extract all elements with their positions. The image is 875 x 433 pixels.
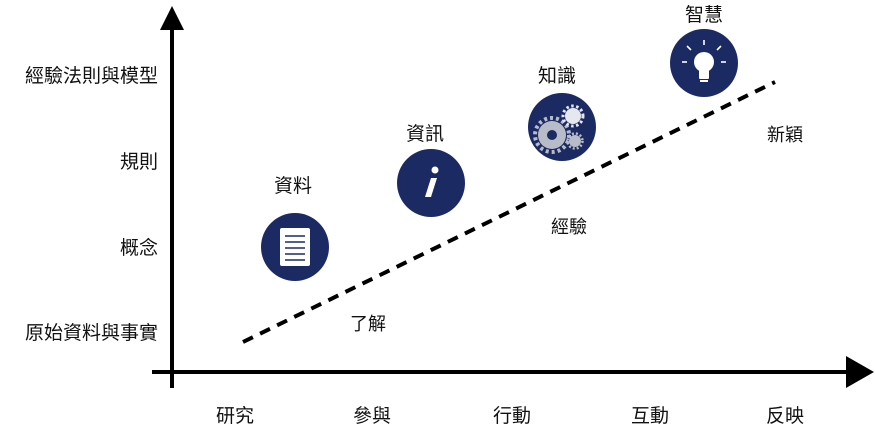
y-label-concepts: 概念	[120, 236, 158, 259]
stage-label-information: 資訊	[406, 123, 444, 145]
x-label-reflect: 反映	[766, 405, 804, 427]
trend-labels: 了解 經驗 新穎	[350, 125, 803, 335]
trend-label-novel: 新穎	[767, 125, 803, 146]
document-icon	[261, 213, 329, 281]
stage-knowledge: 知識	[528, 65, 596, 161]
stage-wisdom: 智慧	[670, 4, 738, 97]
x-label-participate: 參與	[353, 405, 391, 427]
x-label-research: 研究	[216, 405, 254, 427]
stage-label-knowledge: 知識	[538, 65, 576, 87]
axes	[152, 6, 874, 388]
info-icon	[397, 149, 465, 217]
trend-label-experience: 經驗	[551, 217, 587, 238]
y-label-heuristics-models: 經驗法則與模型	[25, 65, 158, 87]
x-axis-labels: 研究 參與 行動 互動 反映	[216, 405, 804, 427]
trend-dashed-line	[242, 80, 776, 344]
x-label-interact: 互動	[631, 405, 669, 427]
y-axis-labels: 原始資料與事實 概念 規則 經驗法則與模型	[25, 65, 158, 344]
lightbulb-icon	[670, 29, 738, 97]
stage-information: 資訊	[397, 123, 465, 217]
y-label-rules: 規則	[120, 151, 158, 173]
stage-label-data: 資料	[274, 175, 312, 197]
x-axis-arrowhead	[846, 356, 874, 388]
gears-icon	[528, 93, 596, 161]
trend-label-understand: 了解	[350, 314, 386, 335]
y-label-raw-data-facts: 原始資料與事實	[25, 322, 158, 344]
stage-data: 資料	[261, 175, 329, 281]
stage-label-wisdom: 智慧	[685, 4, 723, 26]
y-axis-arrowhead	[160, 6, 184, 30]
x-label-action: 行動	[493, 405, 531, 427]
